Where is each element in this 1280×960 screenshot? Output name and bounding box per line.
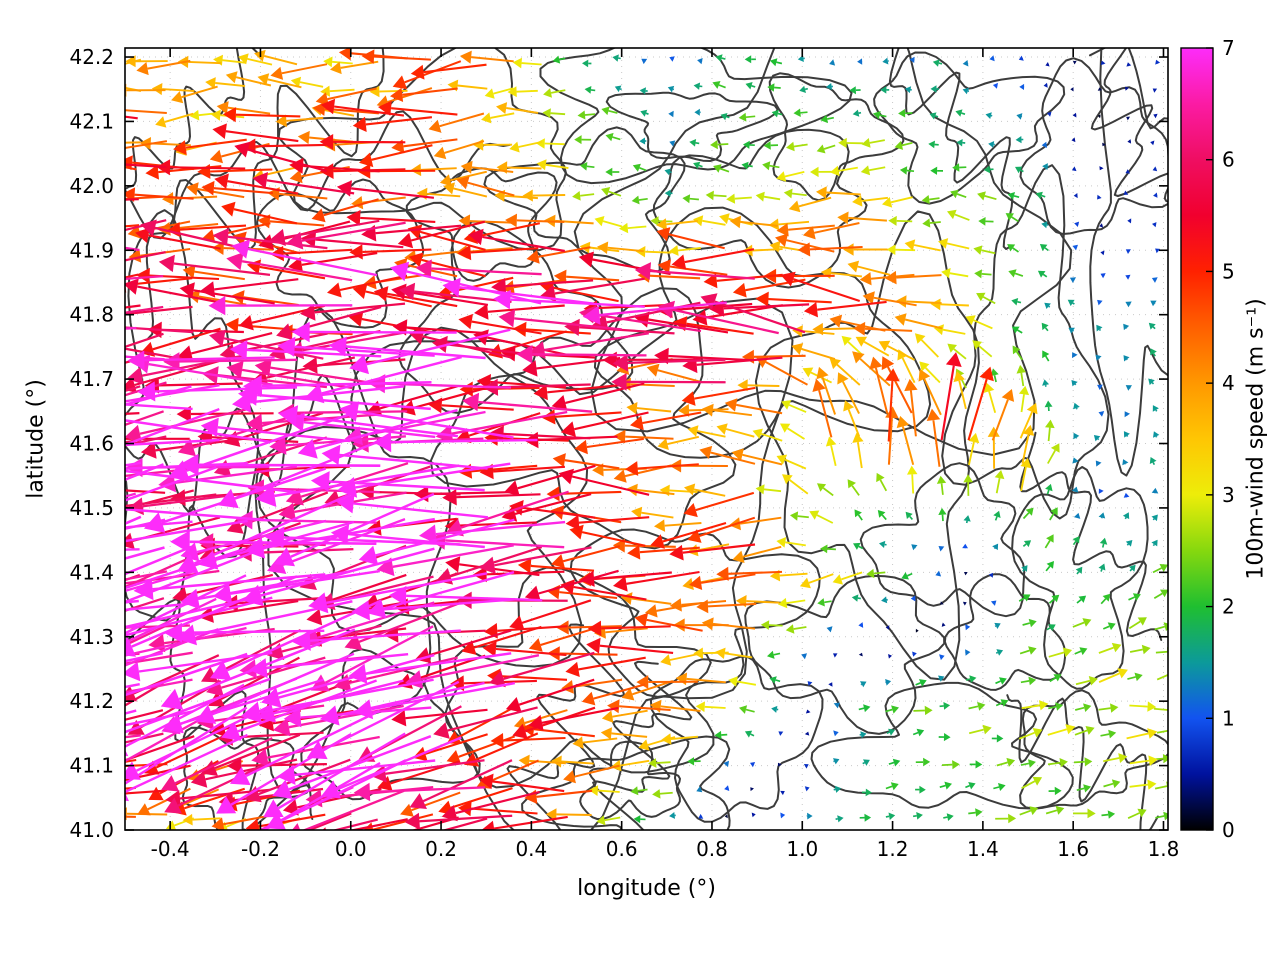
svg-text:6: 6 bbox=[1222, 148, 1235, 172]
svg-text:1.4: 1.4 bbox=[967, 837, 999, 861]
svg-text:-0.2: -0.2 bbox=[241, 837, 280, 861]
svg-text:0: 0 bbox=[1222, 818, 1235, 842]
svg-text:41.4: 41.4 bbox=[69, 560, 114, 584]
y-axis-label: latitude (°) bbox=[23, 379, 49, 499]
svg-text:0.6: 0.6 bbox=[606, 837, 638, 861]
svg-text:-0.4: -0.4 bbox=[151, 837, 190, 861]
svg-text:1: 1 bbox=[1222, 706, 1235, 730]
svg-text:41.8: 41.8 bbox=[69, 303, 114, 327]
svg-text:3: 3 bbox=[1222, 483, 1235, 507]
svg-text:7: 7 bbox=[1222, 36, 1235, 60]
colorbar-label: 100m-wind speed (m s⁻¹) bbox=[1243, 298, 1269, 580]
svg-text:41.7: 41.7 bbox=[69, 367, 114, 391]
svg-text:1.6: 1.6 bbox=[1057, 837, 1089, 861]
svg-text:41.9: 41.9 bbox=[69, 238, 114, 262]
svg-text:0.4: 0.4 bbox=[515, 837, 547, 861]
svg-text:42.1: 42.1 bbox=[69, 109, 114, 133]
svg-text:41.5: 41.5 bbox=[69, 496, 114, 520]
svg-text:0.2: 0.2 bbox=[425, 837, 457, 861]
svg-text:2: 2 bbox=[1222, 595, 1235, 619]
svg-text:1.2: 1.2 bbox=[877, 837, 909, 861]
svg-text:1.0: 1.0 bbox=[786, 837, 818, 861]
svg-text:4: 4 bbox=[1222, 371, 1235, 395]
svg-text:41.3: 41.3 bbox=[69, 625, 114, 649]
svg-text:42.0: 42.0 bbox=[69, 174, 114, 198]
svg-text:1.8: 1.8 bbox=[1148, 837, 1180, 861]
svg-text:41.2: 41.2 bbox=[69, 689, 114, 713]
x-axis-label: longitude (°) bbox=[577, 876, 716, 901]
svg-text:41.0: 41.0 bbox=[69, 818, 114, 842]
svg-text:5: 5 bbox=[1222, 259, 1235, 283]
svg-text:41.1: 41.1 bbox=[69, 754, 114, 778]
svg-text:0.0: 0.0 bbox=[335, 837, 367, 861]
svg-text:42.2: 42.2 bbox=[69, 45, 114, 69]
svg-text:41.6: 41.6 bbox=[69, 432, 114, 456]
svg-text:0.8: 0.8 bbox=[696, 837, 728, 861]
